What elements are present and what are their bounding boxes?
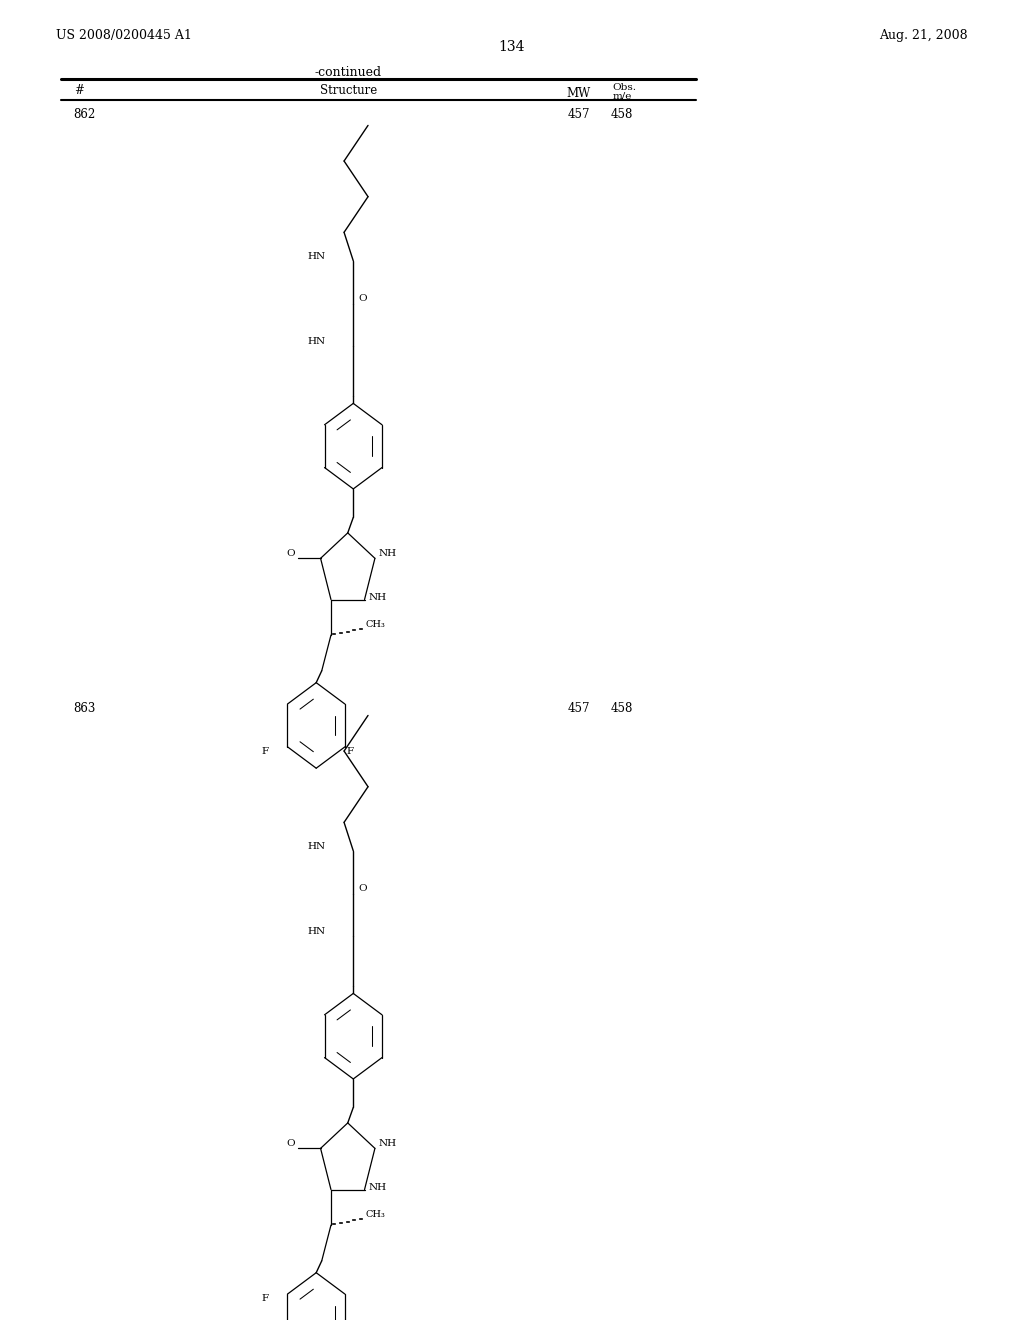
Text: O: O [358, 884, 368, 894]
Text: O: O [286, 1139, 295, 1148]
Text: m/e: m/e [612, 91, 632, 100]
Text: NH: NH [369, 1183, 386, 1192]
Text: HN: HN [307, 337, 326, 346]
Text: 458: 458 [610, 702, 633, 715]
Text: 457: 457 [567, 108, 590, 121]
Text: 458: 458 [610, 108, 633, 121]
Text: Aug. 21, 2008: Aug. 21, 2008 [879, 29, 968, 42]
Text: #: # [74, 84, 84, 98]
Text: MW: MW [566, 87, 591, 100]
Text: US 2008/0200445 A1: US 2008/0200445 A1 [56, 29, 193, 42]
Text: O: O [286, 549, 295, 558]
Text: HN: HN [307, 927, 326, 936]
Text: F: F [347, 747, 354, 756]
Text: O: O [358, 294, 368, 304]
Text: HN: HN [307, 252, 326, 260]
Text: CH₃: CH₃ [366, 620, 386, 628]
Text: 863: 863 [74, 702, 96, 715]
Text: F: F [262, 747, 269, 756]
Text: Structure: Structure [319, 84, 377, 98]
Text: CH₃: CH₃ [366, 1210, 386, 1218]
Text: 862: 862 [74, 108, 96, 121]
Text: 134: 134 [499, 40, 525, 54]
Text: -continued: -continued [314, 66, 382, 79]
Text: Obs.: Obs. [612, 83, 636, 92]
Text: NH: NH [379, 1139, 396, 1148]
Text: 457: 457 [567, 702, 590, 715]
Text: F: F [262, 1295, 269, 1303]
Text: HN: HN [307, 842, 326, 850]
Text: NH: NH [369, 593, 386, 602]
Text: NH: NH [379, 549, 396, 558]
